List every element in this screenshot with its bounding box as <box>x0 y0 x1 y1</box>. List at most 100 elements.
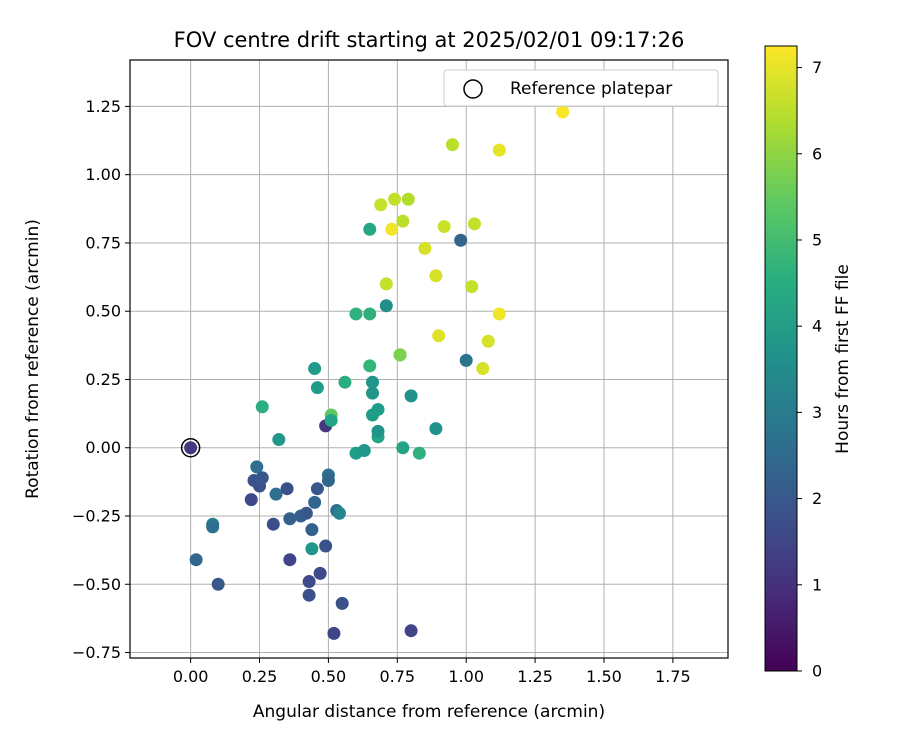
data-point <box>283 553 297 567</box>
y-tick-label: 1.25 <box>85 97 121 116</box>
data-point <box>308 362 322 376</box>
data-point <box>280 482 294 496</box>
data-point <box>429 269 443 283</box>
legend-marker <box>463 79 483 99</box>
data-point <box>363 359 377 373</box>
x-tick-label: 1.75 <box>655 667 691 686</box>
colorbar-gradient <box>764 45 798 672</box>
data-point <box>492 307 506 321</box>
data-point <box>255 400 269 414</box>
data-point <box>332 506 346 520</box>
grid-lines <box>130 60 728 658</box>
data-point <box>189 553 203 567</box>
colorbar-tick-label: 5 <box>812 230 822 249</box>
data-point <box>396 214 410 228</box>
data-point <box>363 222 377 236</box>
legend: Reference platepar <box>443 69 719 107</box>
x-tick-label: 0.50 <box>311 667 347 686</box>
y-axis-ticks: −0.75 −0.50 −0.25 0.00 0.25 0.50 0.75 1.00 1.25 <box>72 97 130 662</box>
colorbar-tick-label: 4 <box>812 317 822 336</box>
data-point <box>310 482 324 496</box>
data-point <box>366 375 380 389</box>
data-point <box>454 233 468 247</box>
x-axis-label: Angular distance from reference (arcmin) <box>253 702 605 722</box>
data-point <box>305 542 319 556</box>
data-point <box>412 446 426 460</box>
data-point <box>476 362 490 376</box>
y-tick-label: 0.00 <box>85 438 121 457</box>
data-point <box>310 381 324 395</box>
data-point <box>404 624 418 638</box>
data-point <box>418 241 432 255</box>
y-tick-label: −0.75 <box>72 643 121 662</box>
x-tick-label: 1.25 <box>517 667 553 686</box>
data-point <box>266 517 280 531</box>
data-point <box>385 222 399 236</box>
data-point <box>366 386 380 400</box>
colorbar-ticks: 0 1 2 3 4 5 6 7 <box>797 58 822 681</box>
data-point <box>445 138 459 152</box>
x-tick-label: 1.00 <box>448 667 484 686</box>
y-tick-label: 0.50 <box>85 302 121 321</box>
data-point <box>244 493 258 507</box>
data-point <box>371 403 385 417</box>
data-point <box>467 217 481 231</box>
data-point <box>393 348 407 362</box>
data-point <box>363 307 377 321</box>
data-point <box>335 596 349 610</box>
y-axis-label: Rotation from reference (arcmin) <box>23 219 43 499</box>
data-point <box>327 626 341 640</box>
data-point <box>250 460 264 474</box>
legend-label: Reference platepar <box>510 79 672 99</box>
data-point <box>374 198 388 212</box>
y-tick-label: 0.75 <box>85 233 121 252</box>
x-tick-label: 0.00 <box>173 667 209 686</box>
data-point <box>319 539 333 553</box>
data-point <box>465 280 479 294</box>
colorbar-tick-label: 0 <box>812 662 822 681</box>
y-tick-label: −0.50 <box>72 575 121 594</box>
data-point <box>206 520 220 534</box>
data-point <box>379 299 393 313</box>
data-point <box>272 433 286 447</box>
data-points <box>184 105 570 640</box>
data-point <box>396 441 410 455</box>
data-point <box>211 577 225 591</box>
data-point <box>432 329 446 343</box>
reference-platepar-marker <box>180 437 201 458</box>
data-point <box>283 512 297 526</box>
data-point <box>305 523 319 537</box>
colorbar-tick-label: 2 <box>812 489 822 508</box>
data-point <box>313 566 327 580</box>
data-point <box>556 105 570 119</box>
y-tick-label: −0.25 <box>72 507 121 526</box>
data-point <box>349 307 363 321</box>
data-point <box>357 443 371 457</box>
data-point <box>321 474 335 488</box>
data-point <box>324 413 338 427</box>
plot-area <box>130 60 728 658</box>
x-axis-ticks: 0.00 0.25 0.50 0.75 1.00 1.25 1.50 1.75 <box>173 658 691 686</box>
data-point <box>388 192 402 206</box>
y-tick-label: 1.00 <box>85 165 121 184</box>
data-point <box>184 441 198 455</box>
data-point <box>269 487 283 501</box>
data-point <box>338 375 352 389</box>
colorbar-tick-label: 3 <box>812 403 822 422</box>
data-point <box>481 334 495 348</box>
data-point <box>492 143 506 157</box>
x-tick-label: 0.75 <box>379 667 415 686</box>
data-point <box>437 220 451 234</box>
x-tick-label: 0.25 <box>242 667 278 686</box>
x-tick-label: 1.50 <box>586 667 622 686</box>
data-point <box>379 277 393 291</box>
colorbar-tick-label: 7 <box>812 58 822 77</box>
data-point <box>459 353 473 367</box>
data-point <box>401 192 415 206</box>
data-point <box>302 575 316 589</box>
colorbar-tick-label: 6 <box>812 144 822 163</box>
data-point <box>255 471 269 485</box>
y-tick-label: 0.25 <box>85 370 121 389</box>
data-point <box>302 588 316 602</box>
